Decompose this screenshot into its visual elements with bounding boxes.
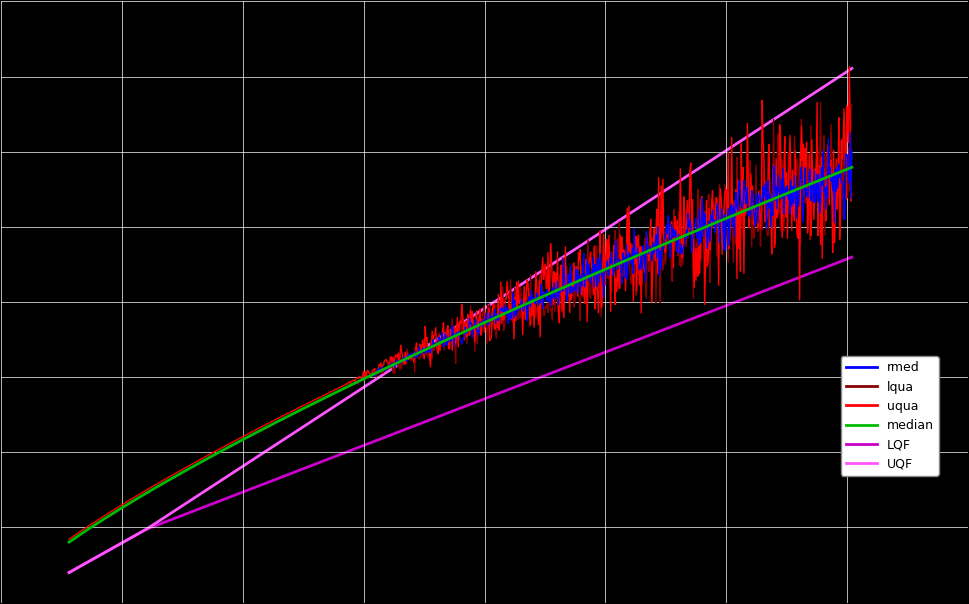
LQF	[63, 569, 75, 576]
UQF	[845, 65, 857, 72]
median	[397, 356, 409, 364]
lqua	[652, 245, 664, 252]
UQF	[652, 191, 664, 198]
median	[738, 207, 750, 214]
LQF	[266, 477, 278, 484]
rmed	[843, 129, 855, 137]
LQF	[845, 254, 857, 261]
UQF	[620, 212, 632, 219]
uqua	[148, 482, 160, 489]
median	[63, 539, 75, 546]
LQF	[148, 522, 160, 530]
lqua	[397, 355, 409, 362]
rmed	[738, 188, 750, 195]
median	[148, 485, 160, 492]
Line: LQF: LQF	[69, 257, 851, 573]
Line: rmed: rmed	[69, 133, 851, 542]
uqua	[845, 191, 857, 198]
uqua	[397, 355, 409, 362]
lqua	[620, 245, 632, 252]
uqua	[843, 63, 855, 71]
uqua	[652, 174, 664, 181]
uqua	[738, 188, 750, 196]
rmed	[266, 420, 278, 428]
UQF	[397, 358, 409, 365]
rmed	[845, 147, 857, 154]
UQF	[148, 521, 160, 528]
rmed	[652, 240, 664, 248]
lqua	[148, 485, 160, 492]
lqua	[266, 420, 278, 428]
lqua	[738, 182, 750, 190]
median	[652, 243, 664, 250]
rmed	[620, 241, 632, 248]
LQF	[738, 295, 750, 302]
UQF	[63, 569, 75, 576]
median	[266, 420, 278, 428]
median	[620, 257, 632, 264]
uqua	[620, 252, 632, 260]
median	[845, 164, 857, 171]
lqua	[63, 539, 75, 546]
Legend: rmed, lqua, uqua, median, LQF, UQF: rmed, lqua, uqua, median, LQF, UQF	[840, 356, 938, 475]
uqua	[266, 417, 278, 425]
uqua	[63, 536, 75, 543]
UQF	[738, 135, 750, 142]
Line: median: median	[69, 167, 851, 542]
UQF	[266, 443, 278, 451]
Line: UQF: UQF	[69, 68, 851, 573]
lqua	[814, 100, 826, 107]
LQF	[652, 328, 664, 335]
rmed	[397, 355, 409, 362]
LQF	[620, 341, 632, 348]
lqua	[845, 101, 857, 109]
LQF	[397, 426, 409, 434]
rmed	[63, 539, 75, 546]
Line: uqua: uqua	[69, 67, 851, 539]
rmed	[148, 485, 160, 492]
Line: lqua: lqua	[69, 103, 851, 542]
